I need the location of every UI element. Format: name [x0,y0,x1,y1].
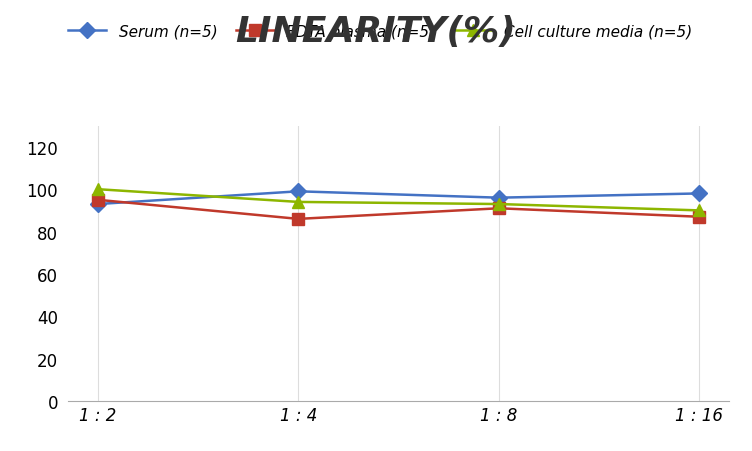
Line: Serum (n=5): Serum (n=5) [92,186,705,210]
Cell culture media (n=5) [695,208,704,214]
EDTA plasma (n=5) [695,215,704,220]
EDTA plasma (n=5) [294,216,303,222]
Serum (n=5) [294,189,303,194]
Line: EDTA plasma (n=5): EDTA plasma (n=5) [92,195,705,225]
EDTA plasma (n=5) [93,198,102,203]
Line: Cell culture media (n=5): Cell culture media (n=5) [92,184,705,216]
Legend: Serum (n=5), EDTA plasma (n=5), Cell culture media (n=5): Serum (n=5), EDTA plasma (n=5), Cell cul… [62,18,699,46]
Serum (n=5) [494,196,503,201]
Cell culture media (n=5) [294,200,303,205]
Serum (n=5) [695,191,704,197]
Text: LINEARITY(%): LINEARITY(%) [235,14,517,49]
Cell culture media (n=5) [93,187,102,193]
EDTA plasma (n=5) [494,206,503,212]
Serum (n=5) [93,202,102,207]
Cell culture media (n=5) [494,202,503,207]
